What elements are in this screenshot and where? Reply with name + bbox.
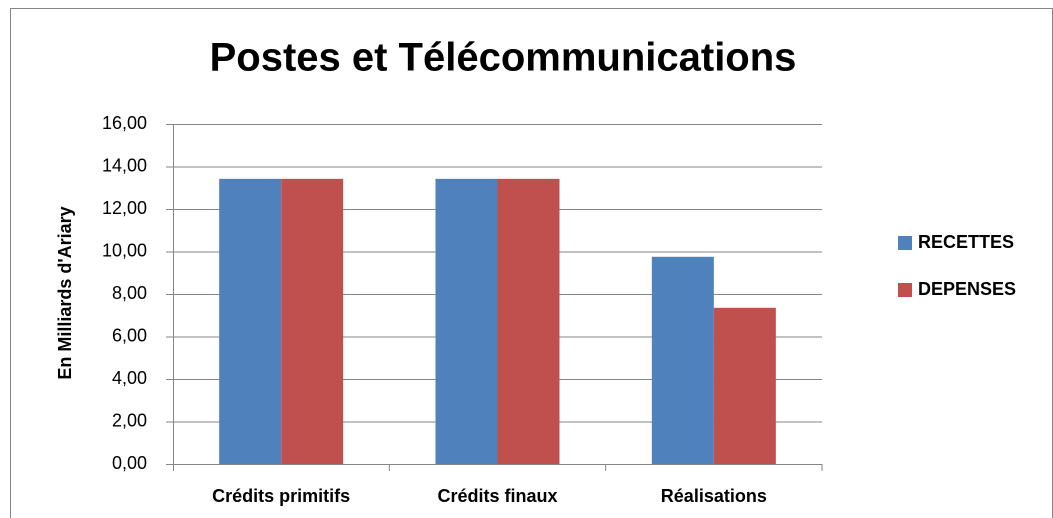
y-tick-label: 14,00 <box>102 155 147 175</box>
x-tick-label: Crédits primitifs <box>212 486 350 506</box>
y-tick-label: 8,00 <box>112 283 147 303</box>
legend-label: DEPENSES <box>918 279 1016 299</box>
x-tick-label: Crédits finaux <box>437 486 557 506</box>
bar <box>713 307 776 464</box>
bar <box>497 178 560 464</box>
x-tick-label: Réalisations <box>661 486 767 506</box>
y-tick-label: 12,00 <box>102 198 147 218</box>
bar <box>435 178 498 464</box>
y-tick-label: 10,00 <box>102 240 147 260</box>
bar <box>281 178 344 464</box>
y-axis-label: En Milliards d'Ariary <box>55 206 75 379</box>
y-tick-label: 16,00 <box>102 113 147 133</box>
y-tick-label: 6,00 <box>112 325 147 345</box>
chart-title: Postes et Télécommunications <box>210 36 797 80</box>
legend-swatch <box>898 283 912 297</box>
y-tick-label: 2,00 <box>112 410 147 430</box>
legend-swatch <box>898 236 912 250</box>
y-tick-label: 0,00 <box>112 453 147 473</box>
bar <box>219 178 282 464</box>
y-tick-label: 4,00 <box>112 368 147 388</box>
legend-label: RECETTES <box>918 232 1014 252</box>
bar <box>651 256 714 464</box>
